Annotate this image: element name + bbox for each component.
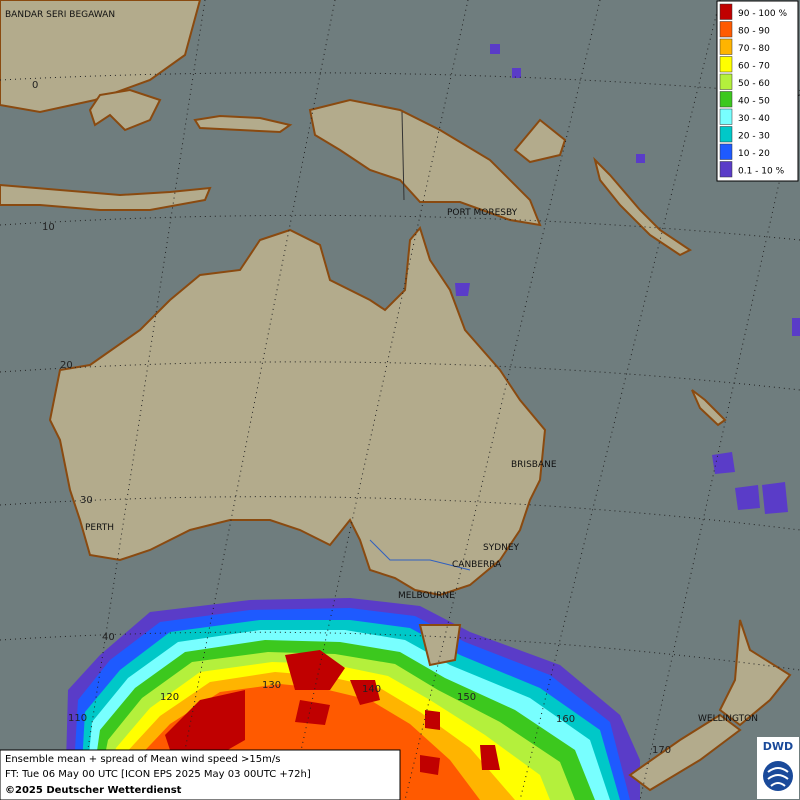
logo-text: DWD [763,740,793,753]
legend-label: 50 - 60 [738,79,770,89]
legend-label: 80 - 90 [738,26,770,36]
legend-label: 20 - 30 [738,131,770,141]
info-background [0,749,401,800]
city-label: SYDNEY [483,543,520,553]
legend-label: 70 - 80 [738,44,770,54]
legend-swatch [719,3,733,20]
city-label: BANDAR SERI BEGAWAN [5,10,115,20]
lon-label: 120 [160,692,179,703]
info-line: ©2025 Deutscher Wetterdienst [5,785,182,796]
legend-label: 40 - 50 [738,96,770,106]
lon-label: 150 [457,692,476,703]
legend-label: 60 - 70 [738,61,770,71]
city-label: MELBOURNE [398,591,455,601]
logo: DWD [757,737,799,799]
legend-swatch [719,108,733,125]
legend-swatch [719,21,733,38]
lon-label: 130 [262,680,281,691]
info-line: FT: Tue 06 May 00 UTC [ICON EPS 2025 May… [5,769,311,780]
legend-swatch [719,56,733,73]
lat-label: 10 [42,222,55,233]
legend: 90 - 100 % 80 - 90 70 - 80 60 - 70 50 - 60 40… [716,0,799,182]
graticule-labels: 0 10 20 30 40 110 120 130 140 150 160 17… [32,80,671,756]
lat-label: 40 [102,632,115,643]
legend-swatch [719,38,733,55]
legend-label: 30 - 40 [738,114,770,124]
city-label: PERTH [85,523,114,533]
lat-label: 20 [60,360,73,371]
legend-swatch [719,161,733,178]
city-label: BRISBANE [511,460,557,470]
legend-swatch [719,126,733,143]
city-label: CANBERRA [452,560,502,570]
legend-label: 0.1 - 10 % [738,166,785,176]
lon-label: 110 [68,713,87,724]
info-line: Ensemble mean + spread of Mean wind spee… [5,754,280,765]
info-box: Ensemble mean + spread of Mean wind spee… [0,749,401,800]
legend-label: 10 - 20 [738,149,770,159]
lat-label: 0 [32,80,38,91]
lon-label: 170 [652,745,671,756]
legend-swatch [719,73,733,90]
logo-waves [767,767,789,787]
lat-label: 30 [80,495,93,506]
legend-swatch [719,91,733,108]
lon-label: 160 [556,714,575,725]
lon-label: 140 [362,684,381,695]
city-label: WELLINGTON [698,714,758,724]
legend-label: 90 - 100 % [738,9,787,19]
city-label: PORT MORESBY [447,208,518,218]
cities: BANDAR SERI BEGAWAN PORT MORESBY BRISBAN… [5,10,758,724]
legend-swatch [719,143,733,160]
